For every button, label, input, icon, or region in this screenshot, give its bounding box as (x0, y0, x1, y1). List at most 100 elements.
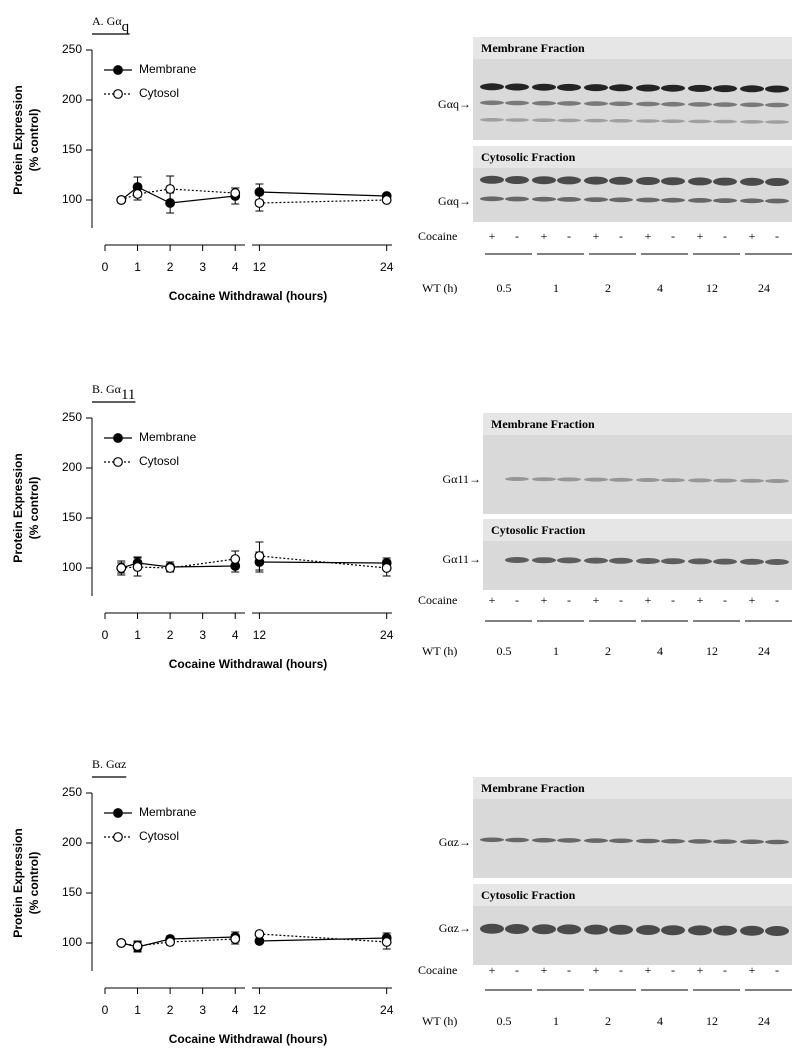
data-point (230, 934, 241, 944)
data-point (132, 941, 143, 951)
time-axis-label: WT (h) (422, 1014, 457, 1028)
time-label: 12 (706, 644, 718, 658)
blot-band (557, 557, 581, 564)
blot-band (713, 177, 737, 186)
y-axis-label-line: Protein Expression (11, 828, 25, 937)
blot-band (557, 118, 581, 123)
data-point (381, 195, 392, 205)
blot-band (740, 925, 764, 936)
blot-band (480, 175, 504, 184)
legend-marker (113, 808, 123, 818)
time-axis-label: WT (h) (422, 281, 457, 295)
blot-band (661, 101, 685, 107)
blot-band (584, 838, 608, 843)
blot-header: Cytosolic Fraction (481, 888, 576, 902)
treatment-sign: + (593, 963, 600, 977)
time-label: 2 (605, 281, 611, 295)
blot-band (688, 925, 712, 936)
data-point (254, 551, 265, 561)
treatment-sign: - (515, 593, 519, 607)
data-point (165, 937, 176, 947)
blot-band (636, 558, 660, 564)
blot-band (584, 118, 608, 123)
blot-band (740, 85, 764, 93)
blot-band (557, 924, 581, 935)
blot-band (609, 557, 633, 564)
y-tick-label: 250 (62, 410, 82, 424)
time-label: 1 (553, 281, 559, 295)
blot-header-bg (473, 37, 792, 59)
treatment-sign: - (515, 229, 519, 243)
series-line (259, 199, 387, 204)
x-tick-label: 24 (380, 1003, 394, 1017)
data-point (116, 938, 127, 948)
treatment-sign: - (619, 593, 623, 607)
blot-band (532, 196, 556, 202)
x-tick-label: 2 (167, 260, 174, 274)
x-tick-label: 3 (199, 1003, 206, 1017)
x-tick-label: 1 (134, 1003, 141, 1017)
treatment-sign: - (671, 963, 675, 977)
blot-band (765, 102, 789, 108)
y-tick-label: 200 (62, 835, 82, 849)
blot-band (584, 84, 608, 92)
time-label: 1 (553, 1014, 559, 1028)
panel-title-part: A. Gα (92, 14, 122, 28)
blot-band (532, 837, 556, 843)
blot-band (765, 559, 789, 565)
treatment-sign: + (645, 229, 652, 243)
data-point (381, 937, 392, 947)
time-label: 0.5 (497, 644, 512, 658)
legend-marker (113, 457, 123, 467)
x-tick-label: 0 (102, 260, 109, 274)
x-tick-label: 3 (199, 628, 206, 642)
blot-band (505, 83, 529, 91)
x-axis-label: Cocaine Withdrawal (hours) (169, 657, 328, 671)
legend-marker (113, 433, 123, 443)
blot-band (740, 177, 764, 186)
y-tick-label: 150 (62, 885, 82, 899)
time-label: 12 (706, 1014, 718, 1028)
blot-band (505, 196, 529, 202)
time-label: 4 (657, 1014, 663, 1028)
blot-band (505, 176, 529, 184)
blot-band (480, 83, 504, 91)
blot-band (505, 924, 529, 934)
legend-marker (113, 832, 123, 842)
x-tick-label: 0 (102, 628, 109, 642)
blot-band (609, 119, 633, 123)
band-label: Gαz→ (439, 921, 471, 935)
panel-title: A. Gαq (92, 14, 130, 36)
series-line (121, 558, 236, 569)
blot-band (480, 837, 504, 843)
blot-band (636, 478, 660, 482)
blot-band (661, 478, 685, 483)
blot-band (532, 477, 556, 482)
y-tick-label: 150 (62, 510, 82, 524)
treatment-label: Cocaine (418, 229, 457, 243)
y-tick-label: 100 (62, 192, 82, 206)
treatment-sign: - (567, 593, 571, 607)
blot-band (688, 478, 712, 483)
y-axis-label: Protein Expression (% control) (11, 85, 41, 194)
x-tick-label: 4 (232, 628, 239, 642)
x-tick-label: 4 (232, 1003, 239, 1017)
blot-band (636, 177, 660, 185)
treatment-sign: + (697, 593, 704, 607)
panel-title-part: q (122, 19, 130, 35)
blot-band (480, 923, 504, 934)
blot-band (713, 102, 737, 107)
blot-band (740, 839, 764, 845)
blot-band (765, 926, 789, 936)
treatment-sign: + (541, 229, 548, 243)
blot-band (713, 839, 737, 844)
legend-label: Membrane (139, 430, 197, 444)
blot-band (505, 477, 529, 481)
blot-band (557, 176, 581, 185)
treatment-sign: + (749, 593, 756, 607)
y-axis-label-line: (% control) (27, 852, 41, 915)
blot-band (661, 558, 685, 565)
blot-header: Membrane Fraction (481, 781, 585, 795)
